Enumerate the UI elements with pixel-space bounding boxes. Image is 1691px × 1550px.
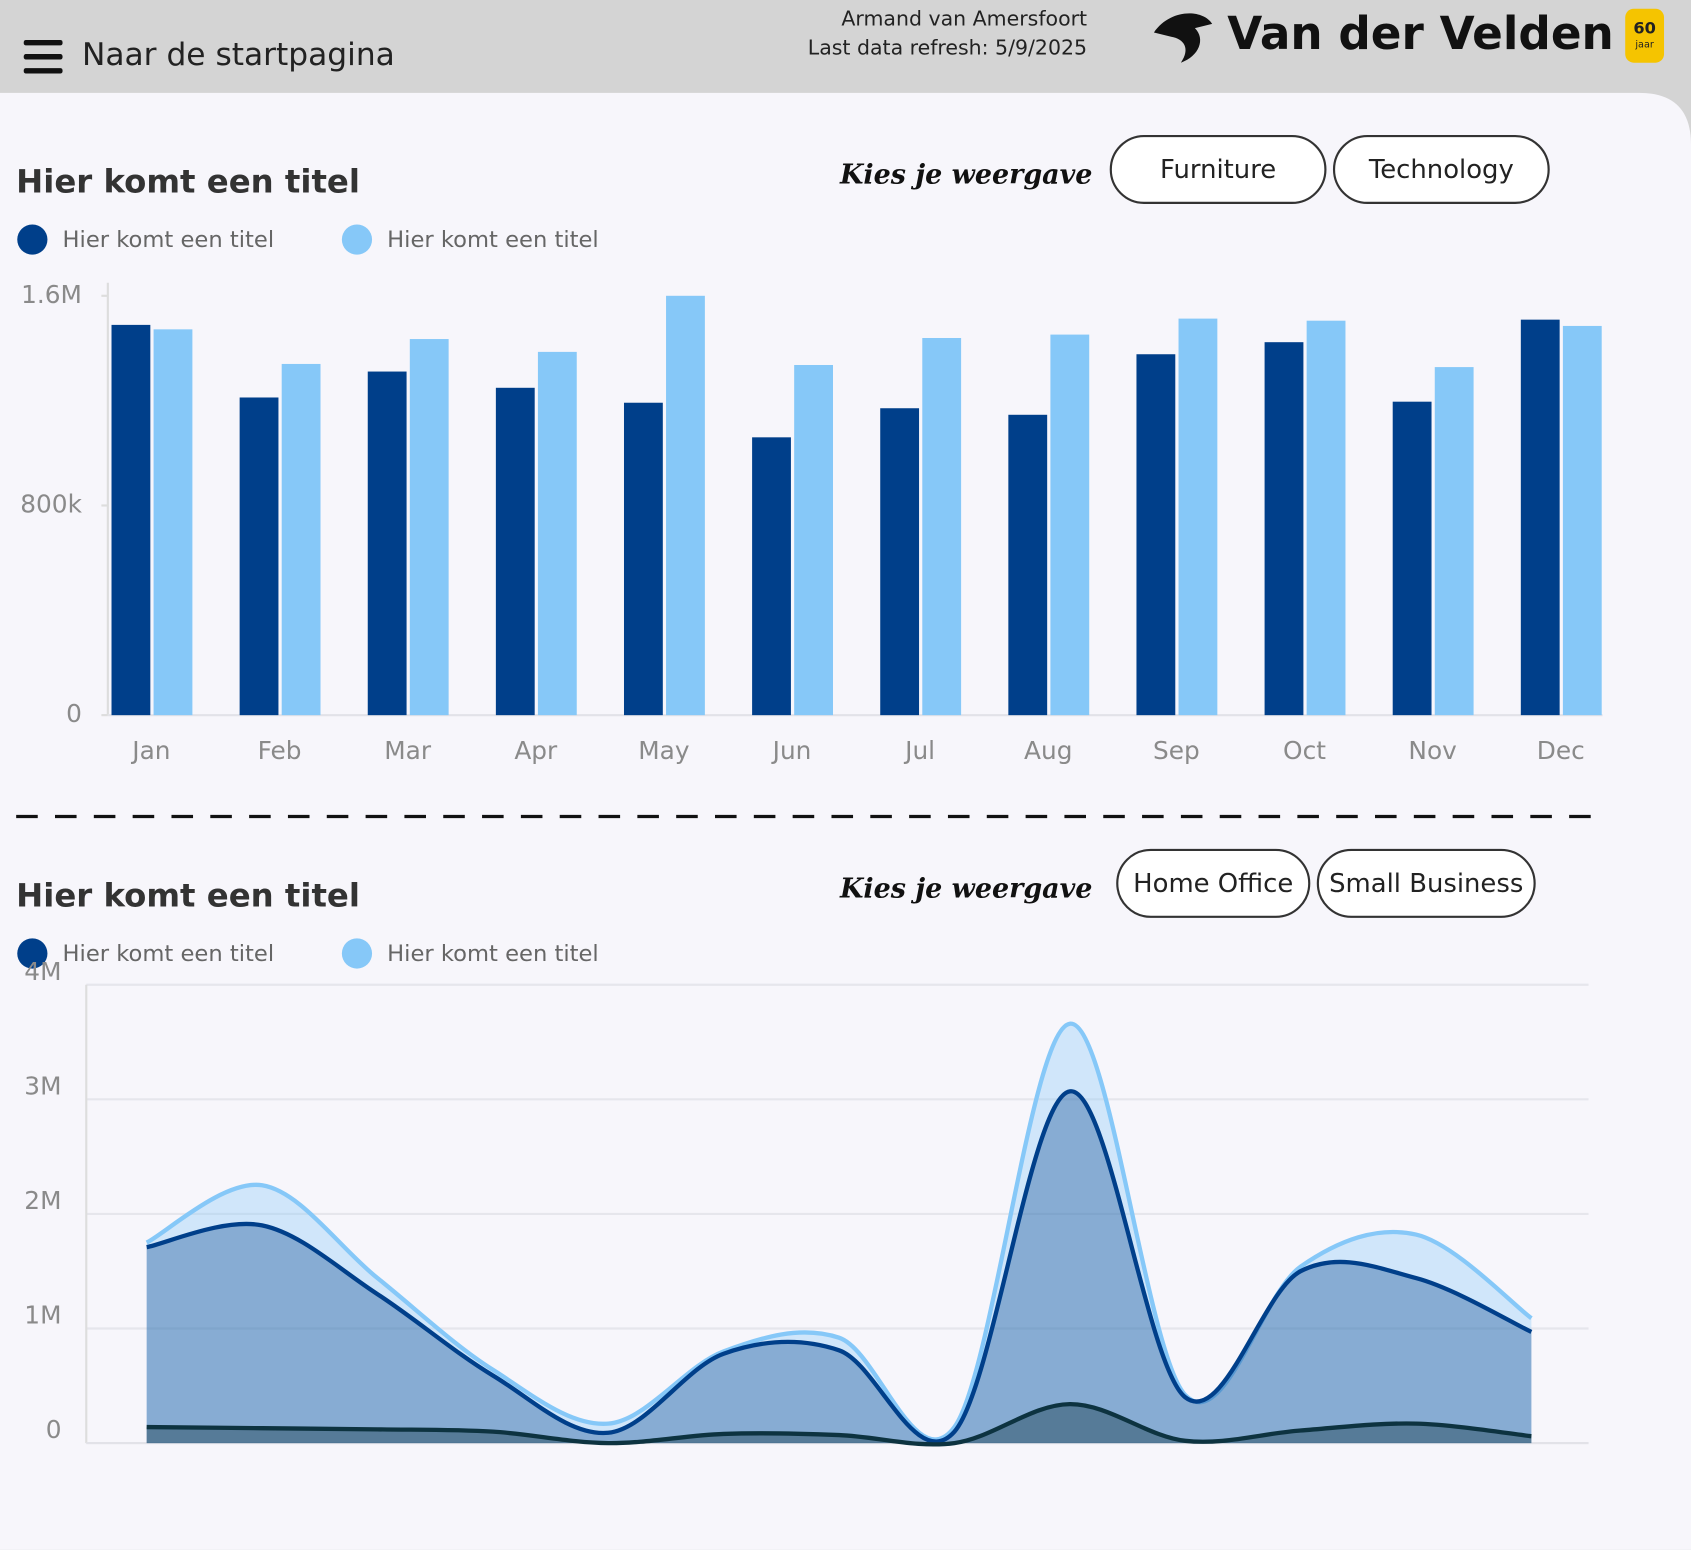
x-tick-label: Feb: [258, 736, 302, 765]
bar: [1520, 319, 1560, 716]
x-tick-label: May: [638, 736, 689, 765]
menu-icon[interactable]: [23, 40, 63, 74]
bar: [495, 387, 535, 716]
chart-title: Hier komt een titel: [16, 162, 360, 200]
y-tick-label: 0: [66, 699, 82, 728]
x-tick-label: Jun: [771, 736, 812, 765]
header-bar: [0, 0, 1691, 93]
bar: [666, 295, 705, 716]
legend-dot: [17, 224, 48, 255]
x-tick-label: Oct: [1283, 736, 1326, 765]
x-tick-label: Dec: [1537, 736, 1585, 765]
bar: [111, 324, 151, 716]
bar: [1392, 401, 1432, 716]
user-name: Armand van Amersfoort: [841, 7, 1087, 31]
y-tick-label: 3M: [24, 1071, 61, 1100]
view-button-label[interactable]: Furniture: [1160, 155, 1276, 185]
badge: [1625, 8, 1665, 63]
bar: [623, 402, 663, 716]
view-label: Kies je weergave: [839, 159, 1092, 190]
y-tick-label: 2M: [24, 1186, 61, 1215]
bar: [1562, 325, 1602, 716]
x-tick-label: Sep: [1153, 736, 1200, 765]
view-button-label[interactable]: Home Office: [1133, 869, 1293, 899]
chart-title: Hier komt een titel: [16, 876, 360, 914]
bar: [153, 329, 193, 716]
x-tick-label: Jul: [903, 736, 935, 765]
home-link[interactable]: Naar de startpagina: [82, 37, 395, 73]
bar: [1264, 342, 1304, 716]
bar: [1008, 414, 1048, 716]
legend-dot: [341, 224, 373, 255]
area-fill: [146, 1404, 1532, 1445]
bar: [794, 364, 833, 716]
legend-label: Hier komt een titel: [63, 227, 275, 253]
view-button[interactable]: [1116, 848, 1311, 918]
legend-label: Hier komt een titel: [63, 941, 275, 967]
bar: [409, 339, 449, 716]
bar: [1050, 334, 1090, 716]
legend-label: Hier komt een titel: [387, 227, 599, 253]
bar: [281, 363, 321, 716]
refresh-date: Last data refresh: 5/9/2025: [808, 36, 1087, 60]
logo: Van der Velden: [1227, 7, 1614, 60]
bar: [367, 371, 407, 716]
view-button-label[interactable]: Technology: [1368, 155, 1514, 185]
x-tick-label: Apr: [514, 736, 558, 765]
area-line: [146, 1401, 1532, 1447]
area-fill: [146, 1023, 1532, 1444]
bar: [239, 397, 279, 716]
bar: [922, 337, 962, 716]
view-button[interactable]: [1109, 134, 1327, 204]
area-line: [146, 1089, 1533, 1444]
view-button[interactable]: [1332, 134, 1550, 204]
x-tick-label: Mar: [384, 736, 432, 765]
y-tick-label: 1M: [24, 1301, 61, 1330]
badge-text: jaar: [1634, 39, 1654, 50]
area-chart: Hier komt een titel Kies je weergave Home …: [16, 848, 1589, 1447]
area-fill: [146, 1091, 1532, 1444]
logo-icon: [1153, 13, 1213, 63]
bar: [537, 351, 577, 716]
x-tick-label: Jan: [130, 736, 170, 765]
legend-dot: [341, 938, 373, 969]
bar-chart: Hier komt een titel Kies je weergave Furni…: [16, 134, 1603, 765]
legend-label: Hier komt een titel: [387, 941, 599, 967]
view-button-label[interactable]: Small Business: [1329, 869, 1523, 899]
bar: [1136, 354, 1176, 716]
bar: [1306, 320, 1346, 716]
view-button[interactable]: [1316, 848, 1536, 918]
y-tick-label: 800k: [20, 489, 82, 518]
y-tick-label: 0: [46, 1415, 62, 1444]
y-tick-label: 4M: [24, 957, 61, 986]
badge-number: 60: [1633, 19, 1655, 38]
bar: [880, 408, 920, 716]
bar: [1434, 367, 1474, 716]
legend-dot: [17, 938, 48, 969]
x-tick-label: Nov: [1408, 736, 1456, 765]
y-tick-label: 1.6M: [21, 280, 82, 309]
view-label: Kies je weergave: [839, 873, 1092, 904]
bar: [752, 437, 791, 716]
bar: [1178, 318, 1218, 716]
x-tick-label: Aug: [1024, 736, 1072, 765]
